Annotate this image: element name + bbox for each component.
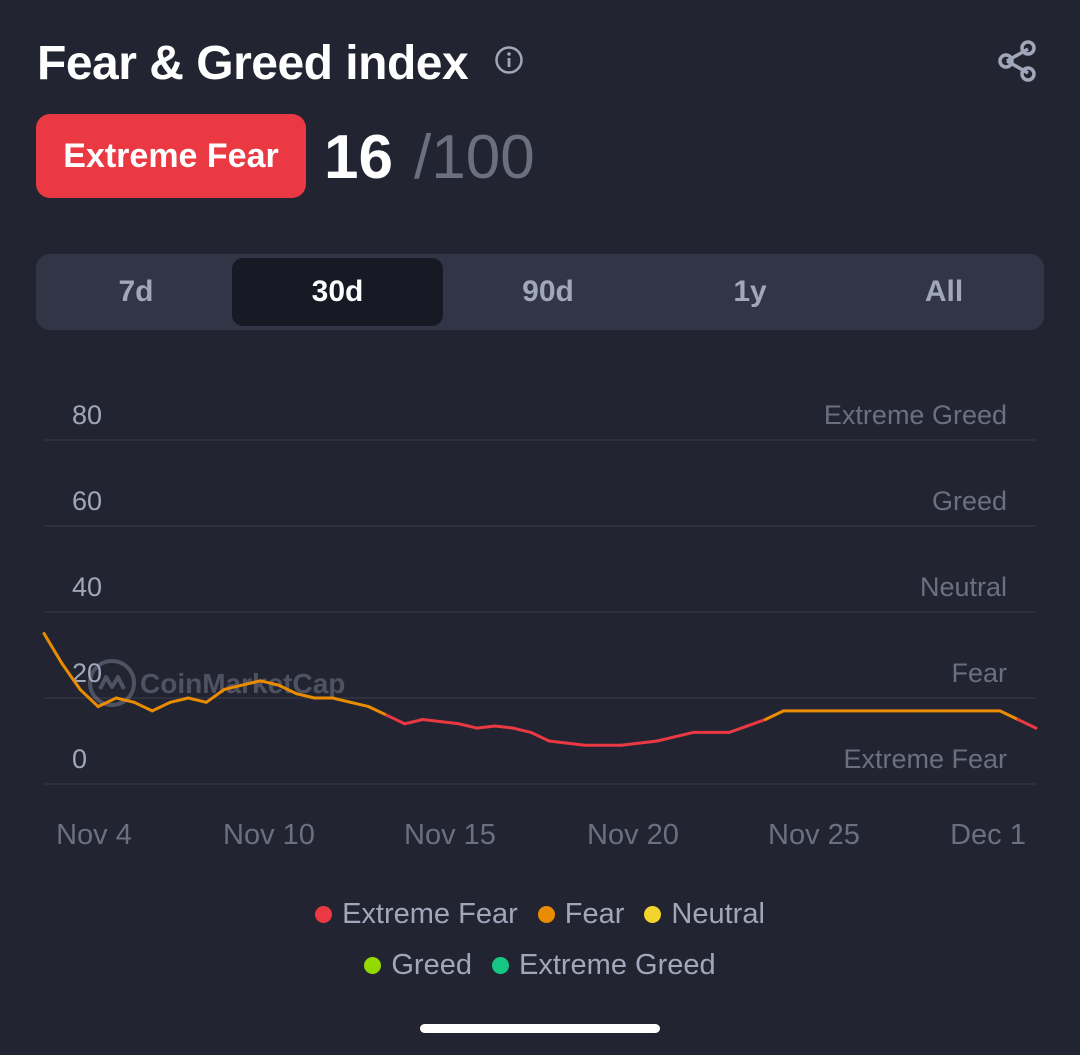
legend-label: Fear (564, 897, 625, 930)
legend-dot (644, 905, 662, 923)
legend-item: Neutral (644, 898, 765, 931)
series-line-segment (367, 705, 389, 717)
series-line-segment (258, 679, 280, 687)
series-line-segment (168, 696, 190, 704)
series-line-segment (240, 679, 262, 687)
zone-label: Neutral (920, 572, 1007, 602)
chart-legend: Extreme Fear Fear Neutral Greed Extreme Gre… (0, 892, 1080, 994)
info-icon[interactable] (494, 45, 524, 75)
series-line-segment (60, 662, 82, 691)
series-line-segment (186, 696, 208, 704)
x-tick-label: Nov 15 (404, 819, 496, 851)
x-tick-label: Dec 1 (950, 819, 1026, 851)
series-line-segment (493, 724, 515, 730)
legend-dot (491, 956, 509, 974)
y-tick-label: 60 (72, 486, 102, 516)
legend-dot (537, 905, 555, 923)
legend-label: Greed (391, 948, 472, 981)
tab-90d[interactable]: 90d (522, 275, 574, 308)
series-line-segment (204, 687, 226, 704)
watermark: CoinMarketCap (88, 659, 345, 707)
tab-30d[interactable]: 30d (232, 258, 443, 326)
status-badge: Extreme Fear (36, 114, 306, 198)
series-line-segment (403, 718, 425, 726)
zone-label: Fear (951, 658, 1007, 688)
legend-item: Fear (537, 897, 625, 931)
x-tick-label: Nov 20 (587, 819, 679, 851)
time-range-tabs: 7d 30d 90d 1y All (36, 254, 1044, 330)
share-icon[interactable] (995, 38, 1041, 84)
index-value: 16 (324, 123, 393, 192)
legend-label: Extreme Greed (518, 948, 716, 981)
series-line-segment (421, 718, 443, 724)
y-tick-label: 40 (72, 572, 102, 602)
series-line-segment (349, 700, 371, 709)
series-line-segment (745, 718, 767, 728)
legend-label: Neutral (671, 897, 765, 930)
series-line-segment (331, 696, 353, 704)
series-line-segment (439, 720, 461, 726)
tab-1y[interactable]: 1y (733, 275, 767, 308)
legend-item: Extreme Greed (491, 948, 716, 982)
series-line-segment (222, 683, 244, 691)
series-line-segment (619, 741, 641, 747)
legend-label: Extreme Fear (342, 897, 518, 930)
series-line-segment (547, 739, 569, 745)
x-tick-label: Nov 25 (768, 819, 860, 851)
legend-dot (315, 905, 333, 923)
tab-7d[interactable]: 7d (118, 275, 154, 308)
series-line-segment (637, 739, 659, 745)
series-line-segment (385, 713, 407, 726)
x-tick-label: Nov 4 (56, 819, 132, 851)
series-line-segment (475, 724, 497, 730)
series-line-segment (655, 735, 677, 743)
series-line-segment (42, 632, 64, 666)
series-line-segment (96, 696, 118, 709)
page-title: Fear & Greed index (37, 37, 469, 90)
zone-label: Extreme Fear (843, 744, 1007, 774)
home-indicator (420, 1024, 660, 1033)
series-line-segment (565, 741, 587, 747)
series-line-segment (1016, 718, 1038, 730)
series-line-segment (132, 700, 154, 713)
series-line-segment (998, 709, 1020, 721)
y-tick-label: 80 (72, 400, 102, 430)
series-line-segment (511, 726, 533, 734)
legend-item: Greed (364, 949, 472, 982)
tab-all[interactable]: All (924, 275, 964, 308)
zone-label: Greed (932, 486, 1007, 516)
series-line-segment (276, 683, 299, 696)
series-line-segment (673, 730, 695, 739)
series-line-segment (457, 722, 479, 730)
series-line-segment (150, 700, 172, 713)
legend-item: Extreme Fear (315, 898, 518, 931)
y-tick-label: 0 (72, 744, 87, 774)
index-max: /100 (414, 123, 535, 192)
series-line-segment (78, 687, 100, 709)
series-line-segment (763, 709, 785, 721)
legend-dot (364, 956, 382, 974)
series-line-segment (114, 696, 136, 704)
zone-label: Extreme Greed (824, 400, 1007, 430)
series-line-segment (727, 724, 749, 734)
series-line-segment (529, 730, 551, 743)
series-line-segment (295, 692, 317, 700)
x-tick-label: Nov 10 (223, 819, 315, 851)
